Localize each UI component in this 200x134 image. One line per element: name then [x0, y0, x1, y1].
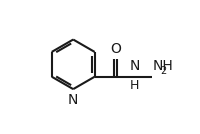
- Text: 2: 2: [161, 66, 167, 76]
- Text: NH: NH: [153, 59, 174, 73]
- Text: H: H: [130, 79, 140, 92]
- Text: N: N: [130, 59, 140, 73]
- Text: O: O: [110, 42, 121, 56]
- Text: N: N: [68, 93, 78, 107]
